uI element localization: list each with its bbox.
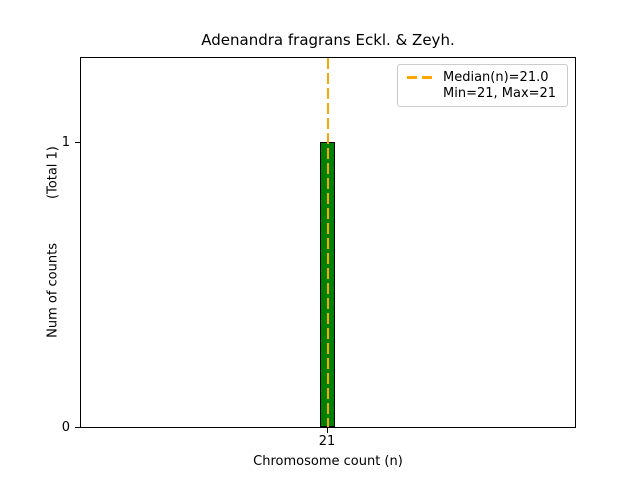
legend: Median(n)=21.0 Min=21, Max=21 xyxy=(397,64,568,107)
y-tick-mark-0 xyxy=(75,427,80,429)
chart-title: Adenandra fragrans Eckl. & Zeyh. xyxy=(201,31,455,49)
y-axis-label: Num of counts xyxy=(45,243,61,338)
legend-entry-minmax: Min=21, Max=21 xyxy=(407,86,559,102)
x-tick-mark-21 xyxy=(326,428,328,433)
y-tick-label-0: 0 xyxy=(61,420,70,435)
median-line xyxy=(326,58,330,427)
legend-median-label: Median(n)=21.0 xyxy=(443,69,549,85)
y-tick-mark-1 xyxy=(75,142,80,144)
y-axis-total-label: (Total 1) xyxy=(45,146,61,200)
median-dashed-line-sample xyxy=(407,75,433,79)
legend-empty-handle xyxy=(407,92,433,95)
plot-area xyxy=(80,57,576,428)
legend-entry-median: Median(n)=21.0 xyxy=(407,69,559,85)
y-tick-label-1: 1 xyxy=(61,135,70,150)
legend-minmax-label: Min=21, Max=21 xyxy=(443,86,557,102)
y-axis-label-group: Num of counts (Total 1) xyxy=(46,146,61,338)
x-tick-label-21: 21 xyxy=(318,434,336,449)
x-axis-label: Chromosome count (n) xyxy=(253,454,403,469)
